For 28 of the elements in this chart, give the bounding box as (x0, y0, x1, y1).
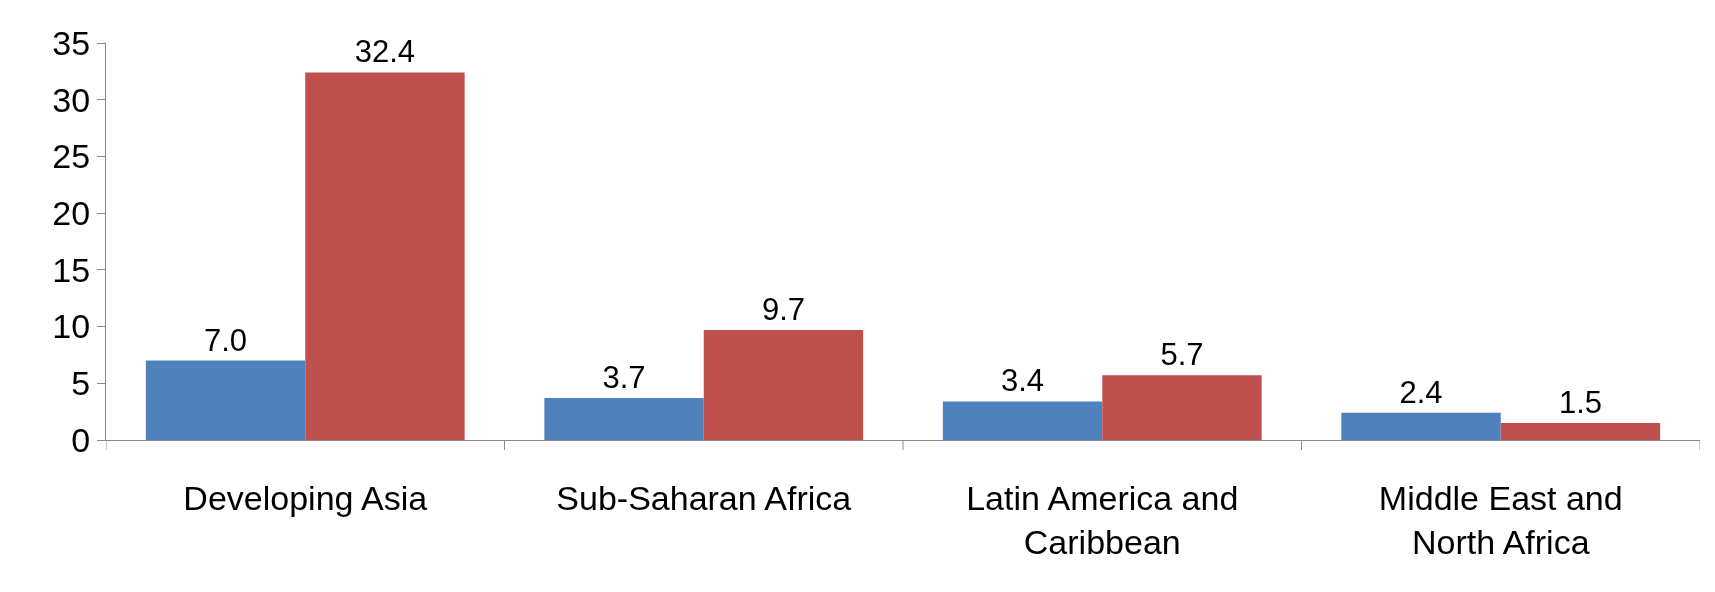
y-tick-label: 30 (52, 80, 91, 119)
data-label: 32.4 (354, 34, 416, 70)
x-tick-label: Latin America and Caribbean (966, 478, 1239, 561)
bar (1102, 375, 1262, 440)
y-tick-label: 0 (71, 420, 91, 459)
bar (1341, 412, 1501, 440)
bar (942, 401, 1103, 440)
y-tick-label: 25 (52, 137, 91, 176)
y-tick-label: 15 (52, 250, 91, 289)
bar (544, 398, 704, 440)
x-tick-label: Developing Asia (183, 478, 428, 517)
y-tick-label: 35 (52, 23, 91, 62)
x-tick-label: Middle East and North Africa (1378, 478, 1623, 561)
data-label: 5.7 (1160, 337, 1204, 373)
bar (1500, 422, 1661, 440)
data-label: 3.7 (602, 360, 646, 396)
data-label: 9.7 (761, 291, 805, 327)
x-tick-label: Sub-Saharan Africa (556, 478, 852, 517)
bar (703, 329, 864, 440)
y-tick-label: 5 (71, 364, 91, 403)
y-tick-label: 10 (52, 307, 91, 346)
bar (145, 360, 306, 440)
data-label: 3.4 (1001, 363, 1045, 399)
data-label: 7.0 (204, 322, 248, 358)
data-label: 1.5 (1558, 384, 1602, 420)
y-tick-label: 20 (52, 194, 91, 233)
data-label: 2.4 (1399, 374, 1443, 410)
bar (305, 72, 465, 440)
